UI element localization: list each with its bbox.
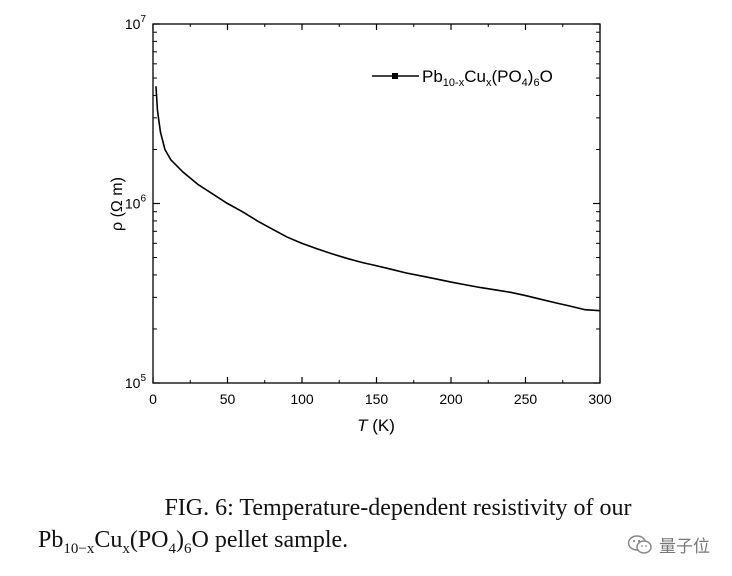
x-tick-label: 200 [439, 391, 463, 407]
watermark-text: 量子位 [659, 537, 710, 557]
resistivity-chart: 0 50 100 150 200 250 300 105 106 107 ρ (Ω m) T (… [109, 14, 612, 435]
watermark: 量子位 [627, 532, 710, 557]
x-tick-label: 100 [290, 391, 314, 407]
y-axis-label-text: ρ (Ω m) [109, 177, 126, 231]
wechat-icon [627, 534, 652, 554]
x-axis-label-symbol: T [357, 416, 369, 435]
caption-line-1: FIG. 6: Temperature-dependent resistivit… [164, 495, 632, 521]
y-axis-label: ρ (Ω m) [109, 177, 126, 231]
x-tick-label: 300 [588, 391, 612, 407]
y-tick-label: 107 [125, 14, 147, 32]
x-tick-label: 50 [220, 391, 236, 407]
x-tick-label: 0 [149, 391, 157, 407]
x-axis-label-unit: (K) [368, 416, 395, 435]
caption-line-2: Pb10−xCux(PO4)6O pellet sample. [38, 527, 349, 557]
legend: Pb10-xCux(PO4)6O [372, 67, 553, 89]
figure-caption: FIG. 6: Temperature-dependent resistivit… [38, 492, 718, 565]
y-tick-label: 106 [125, 194, 147, 212]
x-tick-label: 250 [514, 391, 538, 407]
legend-marker [392, 73, 398, 79]
x-ticks: 0 50 100 150 200 250 300 [149, 24, 612, 407]
y-ticks: 105 106 107 [125, 14, 600, 391]
y-tick-label: 105 [125, 373, 147, 391]
series-line [155, 86, 601, 312]
x-tick-label: 150 [365, 391, 389, 407]
x-axis-label: T (K) [357, 416, 395, 435]
legend-label: Pb10-xCux(PO4)6O [422, 67, 553, 89]
